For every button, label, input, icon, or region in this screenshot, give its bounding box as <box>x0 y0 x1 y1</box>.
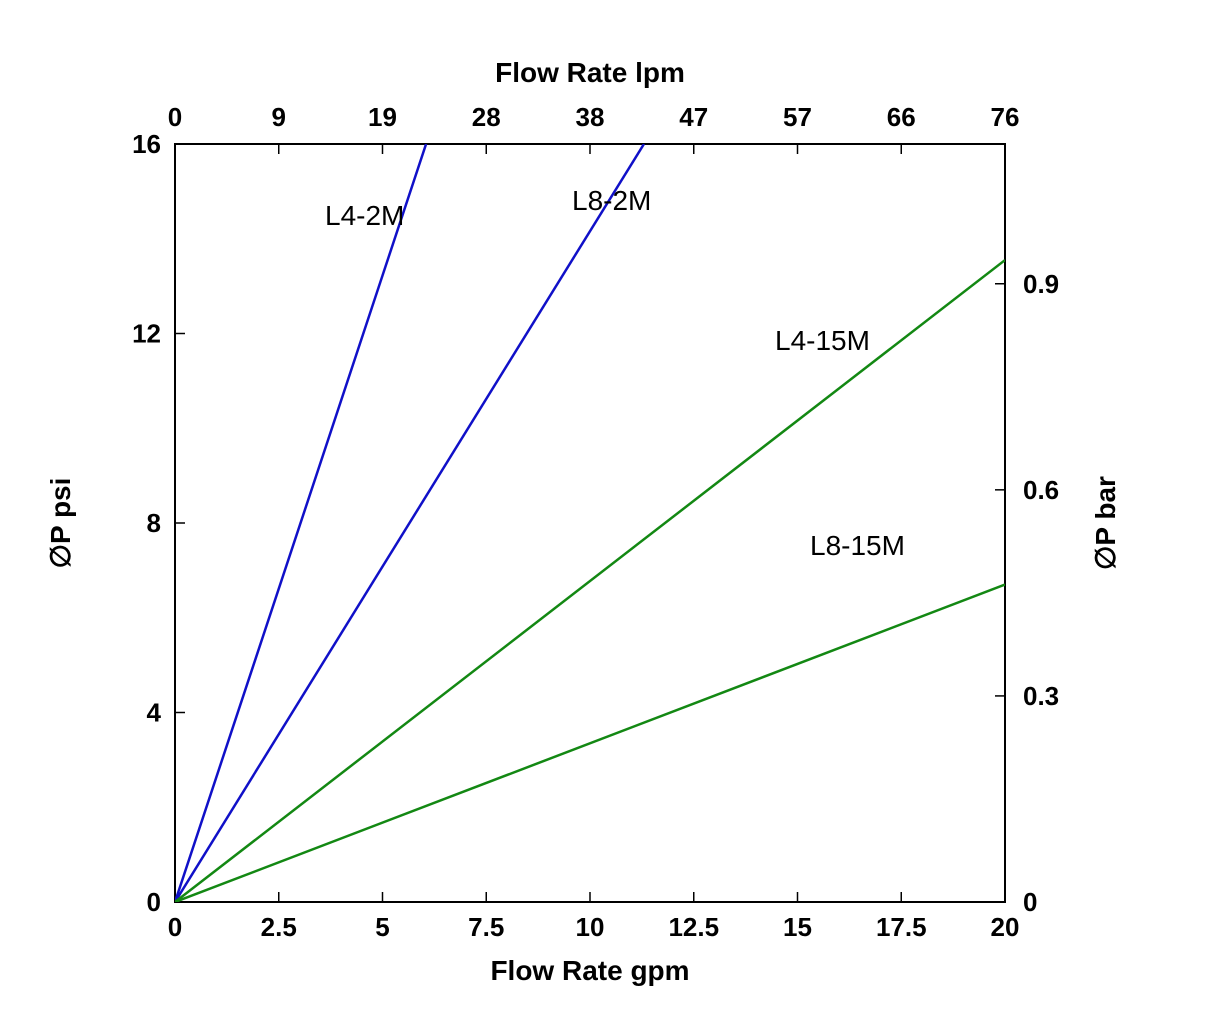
series-label-L4-2M: L4-2M <box>325 200 404 231</box>
series-label-L8-2M: L8-2M <box>572 185 651 216</box>
chart-svg: 02.557.51012.51517.520091928384757667604… <box>0 0 1214 1018</box>
y-right-tick-label: 0.6 <box>1023 475 1059 505</box>
x-bottom-tick-label: 10 <box>576 912 605 942</box>
x-bottom-tick-label: 2.5 <box>261 912 297 942</box>
y-right-tick-label: 0.9 <box>1023 269 1059 299</box>
pressure-vs-flow-chart: 02.557.51012.51517.520091928384757667604… <box>0 0 1214 1018</box>
y-right-tick-label: 0.3 <box>1023 681 1059 711</box>
series-label-L8-15M: L8-15M <box>810 530 905 561</box>
x-bottom-tick-label: 5 <box>375 912 389 942</box>
y-left-tick-label: 12 <box>132 319 161 349</box>
x-top-axis-title: Flow Rate lpm <box>495 57 685 88</box>
x-top-tick-label: 76 <box>991 102 1020 132</box>
x-top-tick-label: 47 <box>679 102 708 132</box>
x-bottom-tick-label: 17.5 <box>876 912 927 942</box>
y-left-axis-title: ∅P psi <box>45 478 76 569</box>
x-top-tick-label: 38 <box>576 102 605 132</box>
x-top-tick-label: 28 <box>472 102 501 132</box>
y-left-tick-label: 8 <box>147 508 161 538</box>
y-left-tick-label: 0 <box>147 887 161 917</box>
y-right-tick-label: 0 <box>1023 887 1037 917</box>
x-bottom-axis-title: Flow Rate gpm <box>490 955 689 986</box>
y-left-tick-label: 4 <box>147 698 162 728</box>
y-left-tick-label: 16 <box>132 129 161 159</box>
x-bottom-tick-label: 20 <box>991 912 1020 942</box>
series-label-L4-15M: L4-15M <box>775 325 870 356</box>
x-top-tick-label: 66 <box>887 102 916 132</box>
x-top-tick-label: 57 <box>783 102 812 132</box>
x-bottom-tick-label: 12.5 <box>668 912 719 942</box>
x-top-tick-label: 19 <box>368 102 397 132</box>
x-bottom-tick-label: 7.5 <box>468 912 504 942</box>
y-right-axis-title: ∅P bar <box>1090 476 1121 570</box>
x-top-tick-label: 0 <box>168 102 182 132</box>
x-bottom-tick-label: 0 <box>168 912 182 942</box>
x-bottom-tick-label: 15 <box>783 912 812 942</box>
x-top-tick-label: 9 <box>272 102 286 132</box>
